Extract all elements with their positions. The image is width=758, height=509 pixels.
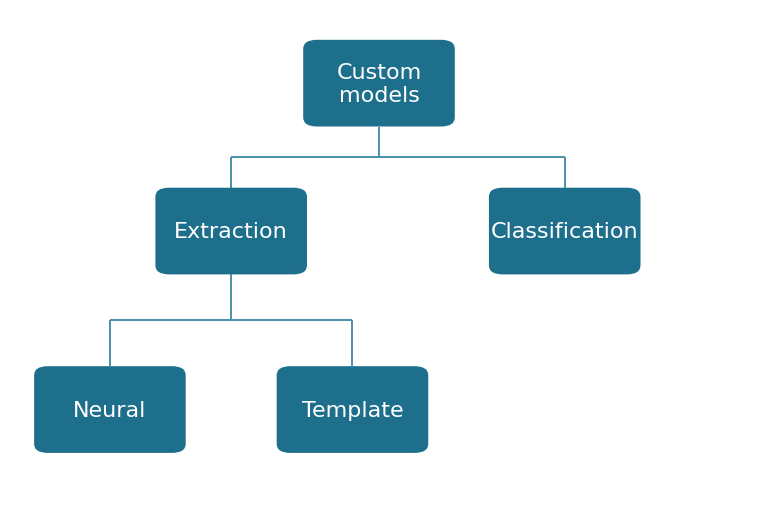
- Text: Extraction: Extraction: [174, 221, 288, 242]
- FancyBboxPatch shape: [489, 188, 641, 275]
- Text: Custom
models: Custom models: [337, 63, 421, 105]
- Text: Neural: Neural: [74, 400, 146, 420]
- FancyBboxPatch shape: [155, 188, 307, 275]
- FancyBboxPatch shape: [277, 366, 428, 453]
- FancyBboxPatch shape: [303, 41, 455, 127]
- FancyBboxPatch shape: [34, 366, 186, 453]
- Text: Template: Template: [302, 400, 403, 420]
- Text: Classification: Classification: [491, 221, 638, 242]
